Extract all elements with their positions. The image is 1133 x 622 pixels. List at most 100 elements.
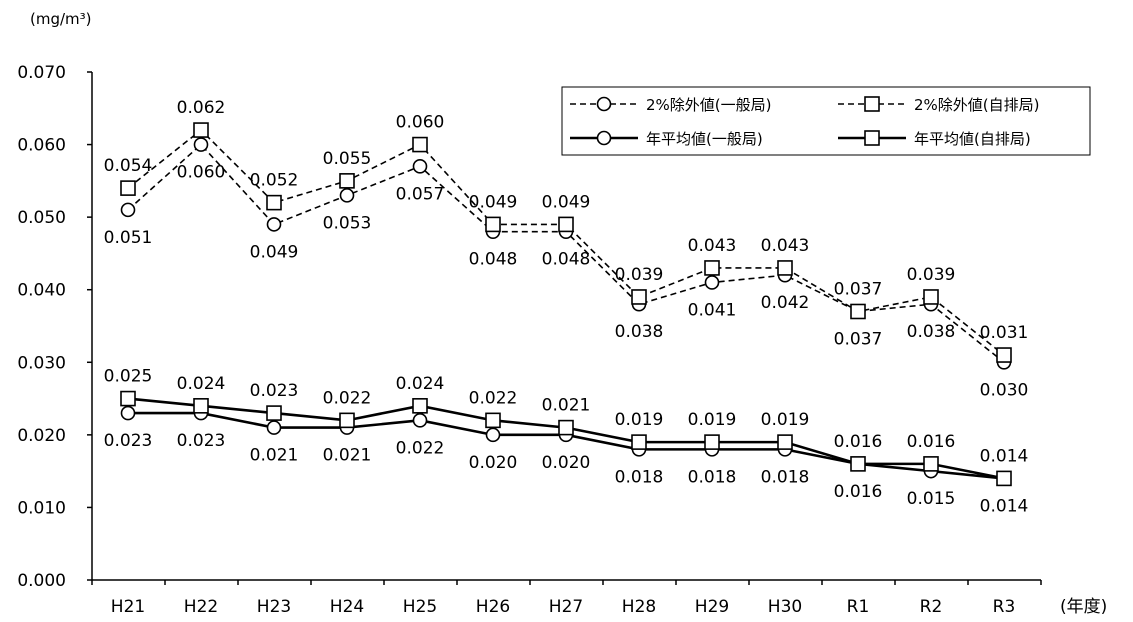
circle-marker <box>704 275 720 290</box>
square-marker <box>704 260 720 276</box>
data-label: 0.024 <box>177 374 226 394</box>
x-tick-label: H30 <box>768 597 802 617</box>
data-label: 0.052 <box>250 171 299 191</box>
square-marker <box>558 216 574 233</box>
square-marker <box>266 405 282 421</box>
data-label: 0.060 <box>177 163 226 183</box>
circle-marker <box>339 188 355 203</box>
y-tick-label: 0.010 <box>17 498 66 518</box>
data-label: 0.043 <box>688 236 737 256</box>
legend-item: 年平均値(一般局) <box>570 130 763 148</box>
x-tick-label: H26 <box>476 597 510 617</box>
square-marker <box>631 434 647 450</box>
data-label: 0.038 <box>615 322 664 342</box>
data-label: 0.020 <box>542 453 591 473</box>
x-tick-label: R3 <box>993 597 1016 617</box>
data-label: 0.057 <box>396 184 445 204</box>
circle-marker <box>412 413 428 428</box>
data-label: 0.015 <box>907 489 956 509</box>
legend-label: 年平均値(一般局) <box>646 130 763 148</box>
data-label: 0.039 <box>615 265 664 285</box>
series-2 <box>120 122 1012 363</box>
data-label: 0.041 <box>688 300 737 320</box>
square-marker <box>850 303 866 320</box>
square-marker <box>864 96 880 112</box>
square-marker <box>120 390 136 407</box>
square-marker <box>339 412 355 429</box>
y-unit-label: (mg/m³) <box>30 10 92 28</box>
square-marker <box>996 347 1012 363</box>
data-label: 0.023 <box>250 381 299 401</box>
square-marker <box>412 398 428 414</box>
circle-marker <box>596 130 612 146</box>
circle-marker <box>120 405 136 421</box>
circle-marker <box>412 159 428 174</box>
data-labels: 0.054 0.051 0.062 0.060 0.052 0.049 0.055 0.053… <box>104 98 1029 516</box>
y-tick-label: 0.020 <box>17 426 66 446</box>
legend-item: 2%除外値(一般局) <box>570 96 772 114</box>
square-marker <box>485 412 501 429</box>
legend-item: 2%除外値(自排局) <box>838 96 1040 114</box>
square-marker <box>339 173 355 189</box>
circle-marker <box>120 202 136 218</box>
x-tick-label: H28 <box>622 597 656 617</box>
data-label: 0.048 <box>469 250 518 270</box>
square-marker <box>777 434 793 450</box>
square-marker <box>631 289 647 305</box>
data-label: 0.060 <box>396 113 445 133</box>
square-marker <box>193 122 209 138</box>
data-label: 0.014 <box>980 446 1029 466</box>
data-label: 0.049 <box>542 192 591 212</box>
data-label: 0.038 <box>907 322 956 342</box>
circle-marker <box>266 217 282 232</box>
square-marker <box>996 470 1012 487</box>
data-label: 0.039 <box>907 265 956 285</box>
data-label: 0.023 <box>177 431 226 451</box>
data-label: 0.022 <box>323 388 372 408</box>
data-label: 0.049 <box>250 242 299 262</box>
data-label: 0.037 <box>834 329 883 349</box>
square-marker <box>923 289 939 305</box>
data-label: 0.019 <box>615 410 664 430</box>
data-label: 0.020 <box>469 453 518 473</box>
circle-marker <box>485 427 501 443</box>
y-tick-label: 0.070 <box>17 63 66 83</box>
data-label: 0.042 <box>761 293 810 313</box>
data-label: 0.037 <box>834 279 883 299</box>
data-label: 0.031 <box>980 323 1029 343</box>
data-label: 0.016 <box>834 432 883 452</box>
x-tick-label: H21 <box>111 597 145 617</box>
data-label: 0.022 <box>469 388 518 408</box>
data-label: 0.019 <box>761 410 810 430</box>
data-label: 0.025 <box>104 367 153 387</box>
legend-label: 2%除外値(一般局) <box>646 96 772 114</box>
data-label: 0.024 <box>396 374 445 394</box>
data-label: 0.018 <box>615 467 664 487</box>
legend-box <box>561 86 1091 156</box>
data-label: 0.023 <box>104 431 153 451</box>
square-marker <box>558 419 574 436</box>
data-label: 0.021 <box>323 446 372 466</box>
y-tick-label: 0.040 <box>17 281 66 301</box>
square-marker <box>923 456 939 472</box>
square-marker <box>193 398 209 414</box>
data-label: 0.030 <box>980 380 1029 400</box>
y-tick-label: 0.000 <box>17 571 66 591</box>
circle-marker <box>193 137 209 152</box>
square-marker <box>266 194 282 211</box>
data-label: 0.054 <box>104 156 153 176</box>
data-label: 0.021 <box>542 396 591 416</box>
x-tick-label: H23 <box>257 597 291 617</box>
legend-item: 年平均値(自排局) <box>838 130 1031 148</box>
data-label: 0.062 <box>177 98 226 118</box>
data-label: 0.018 <box>688 467 737 487</box>
square-marker <box>850 456 866 472</box>
x-tick-label: H22 <box>184 597 218 617</box>
square-marker <box>864 130 880 146</box>
data-label: 0.022 <box>396 438 445 458</box>
data-label: 0.055 <box>323 149 372 169</box>
x-tick-label: H29 <box>695 597 729 617</box>
data-label: 0.018 <box>761 467 810 487</box>
legend-label: 年平均値(自排局) <box>914 130 1031 148</box>
